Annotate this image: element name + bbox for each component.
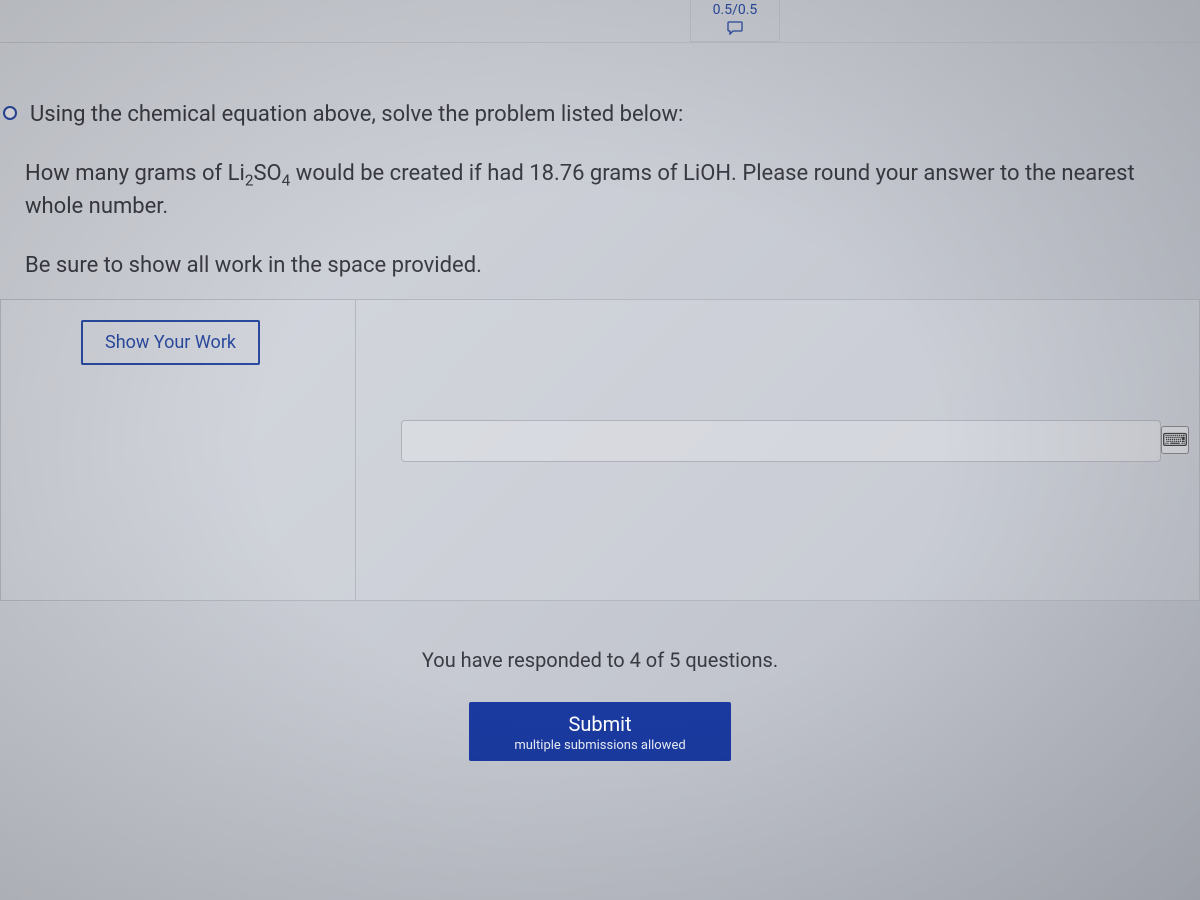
question-intro: Using the chemical equation above, solve…	[30, 100, 1175, 131]
score-box: 0.5/0.5	[690, 0, 780, 42]
question-content: Using the chemical equation above, solve…	[0, 0, 1200, 761]
keyboard-icon[interactable]	[1161, 426, 1189, 454]
question-bullet-icon	[3, 106, 17, 120]
question-instruction: Be sure to show all work in the space pr…	[25, 251, 1175, 282]
question-body: How many grams of Li2SO4 would be create…	[25, 159, 1175, 223]
answer-input[interactable]	[401, 420, 1161, 462]
submit-label: Submit	[514, 712, 685, 736]
score-value: 0.5/0.5	[713, 2, 758, 18]
work-sidebar: Show Your Work	[1, 300, 356, 600]
submit-button[interactable]: Submit multiple submissions allowed	[469, 702, 730, 761]
footer: You have responded to 4 of 5 questions. …	[25, 646, 1175, 761]
work-area: Show Your Work	[0, 299, 1200, 601]
submit-sublabel: multiple submissions allowed	[514, 738, 685, 753]
show-your-work-button[interactable]: Show Your Work	[81, 320, 260, 365]
comment-icon[interactable]	[691, 20, 779, 39]
response-status: You have responded to 4 of 5 questions.	[25, 646, 1175, 674]
answer-panel	[356, 300, 1199, 600]
top-divider	[0, 42, 1200, 43]
